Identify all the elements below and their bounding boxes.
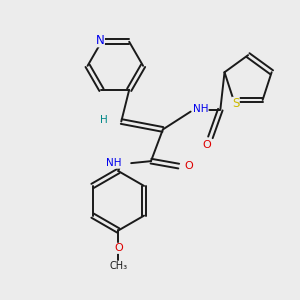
Text: N: N xyxy=(96,34,104,47)
Text: NH: NH xyxy=(106,158,121,168)
Text: CH₃: CH₃ xyxy=(109,261,128,271)
Text: O: O xyxy=(184,161,193,171)
Text: O: O xyxy=(114,243,123,253)
Text: O: O xyxy=(202,140,211,150)
Text: S: S xyxy=(232,98,239,110)
Text: NH: NH xyxy=(193,103,208,114)
Text: H: H xyxy=(100,115,107,124)
